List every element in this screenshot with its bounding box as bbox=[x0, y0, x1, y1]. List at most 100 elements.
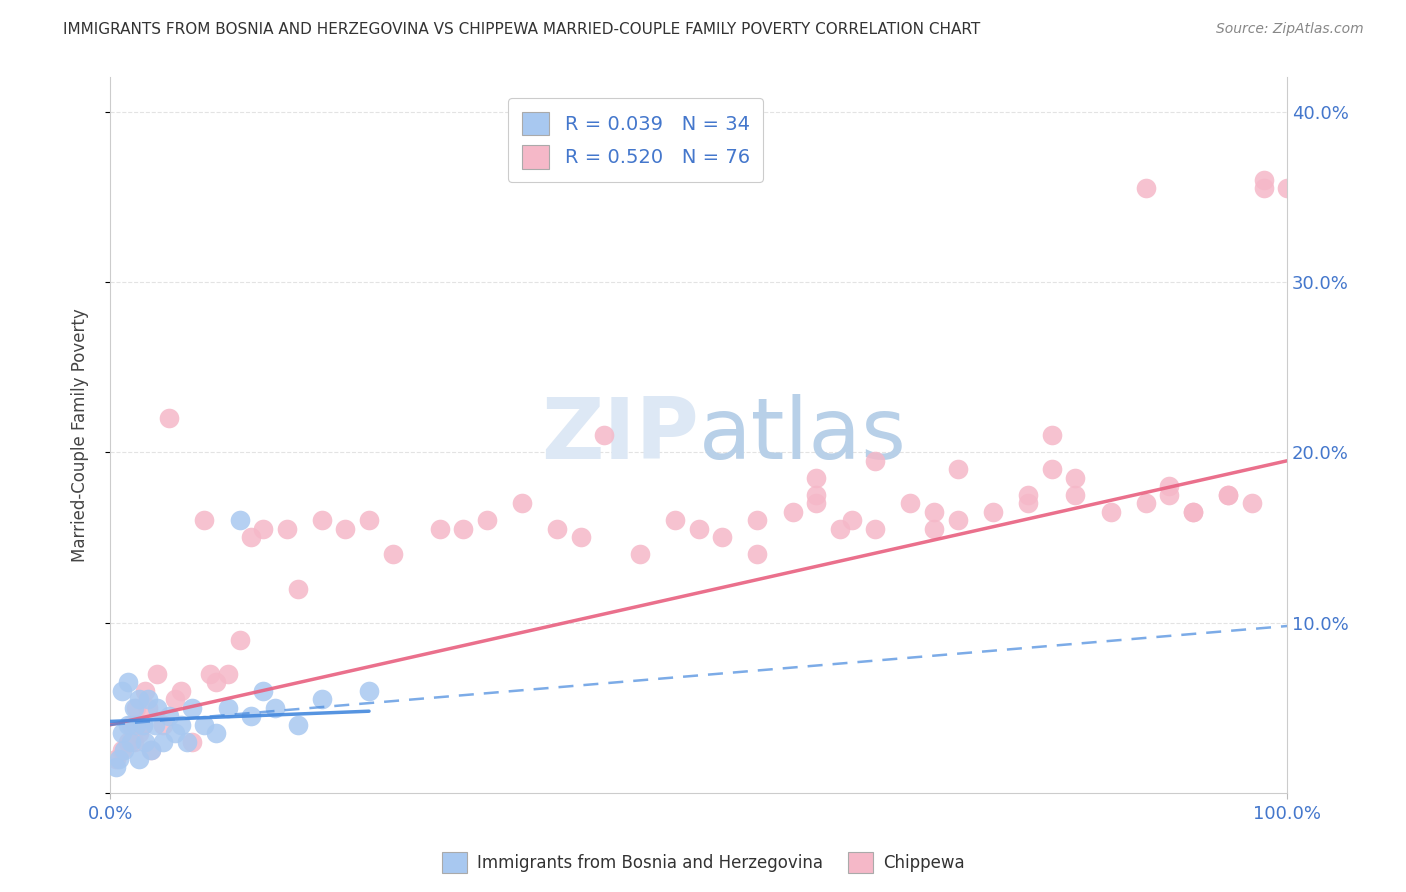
Point bbox=[1040, 462, 1063, 476]
Point bbox=[240, 530, 263, 544]
Point bbox=[111, 743, 134, 757]
Point bbox=[357, 513, 380, 527]
Point bbox=[117, 735, 139, 749]
Point bbox=[141, 743, 163, 757]
Point bbox=[287, 582, 309, 596]
Point bbox=[117, 675, 139, 690]
Point bbox=[108, 752, 131, 766]
Point bbox=[263, 700, 285, 714]
Point bbox=[128, 692, 150, 706]
Point bbox=[134, 683, 156, 698]
Point bbox=[688, 522, 710, 536]
Point bbox=[146, 666, 169, 681]
Point bbox=[863, 522, 886, 536]
Point bbox=[170, 718, 193, 732]
Point bbox=[946, 513, 969, 527]
Point bbox=[193, 513, 215, 527]
Point bbox=[841, 513, 863, 527]
Point bbox=[1159, 488, 1181, 502]
Point bbox=[806, 471, 828, 485]
Point bbox=[111, 683, 134, 698]
Point bbox=[252, 522, 274, 536]
Point bbox=[205, 675, 228, 690]
Point bbox=[863, 454, 886, 468]
Point bbox=[475, 513, 498, 527]
Point bbox=[357, 683, 380, 698]
Point bbox=[163, 726, 186, 740]
Text: atlas: atlas bbox=[699, 393, 907, 476]
Point bbox=[198, 666, 221, 681]
Point bbox=[104, 752, 127, 766]
Point bbox=[806, 488, 828, 502]
Point bbox=[125, 700, 148, 714]
Point bbox=[132, 718, 155, 732]
Point bbox=[981, 505, 1004, 519]
Point bbox=[117, 718, 139, 732]
Point bbox=[946, 462, 969, 476]
Point bbox=[1017, 488, 1039, 502]
Point bbox=[146, 700, 169, 714]
Point bbox=[136, 700, 159, 714]
Point bbox=[546, 522, 568, 536]
Point bbox=[122, 735, 145, 749]
Point bbox=[747, 513, 769, 527]
Point bbox=[205, 726, 228, 740]
Point bbox=[228, 513, 250, 527]
Point bbox=[122, 700, 145, 714]
Text: Source: ZipAtlas.com: Source: ZipAtlas.com bbox=[1216, 22, 1364, 37]
Point bbox=[132, 718, 155, 732]
Point bbox=[1017, 496, 1039, 510]
Point bbox=[176, 735, 198, 749]
Point bbox=[664, 513, 686, 527]
Point bbox=[569, 530, 592, 544]
Point bbox=[112, 743, 135, 757]
Point bbox=[120, 718, 142, 732]
Point bbox=[1181, 505, 1204, 519]
Point bbox=[922, 505, 945, 519]
Point bbox=[1135, 496, 1157, 510]
Point bbox=[157, 411, 180, 425]
Point bbox=[782, 505, 804, 519]
Point bbox=[1253, 172, 1275, 186]
Point bbox=[120, 735, 142, 749]
Point bbox=[451, 522, 474, 536]
Point bbox=[111, 726, 134, 740]
Point bbox=[1253, 181, 1275, 195]
Point bbox=[1275, 181, 1298, 195]
Point bbox=[311, 692, 333, 706]
Y-axis label: Married-Couple Family Poverty: Married-Couple Family Poverty bbox=[72, 309, 89, 562]
Point bbox=[1040, 428, 1063, 442]
Point bbox=[335, 522, 357, 536]
Point bbox=[1064, 488, 1087, 502]
Text: ZIP: ZIP bbox=[541, 393, 699, 476]
Point bbox=[1240, 496, 1263, 510]
Point bbox=[134, 735, 156, 749]
Point bbox=[747, 548, 769, 562]
Point bbox=[217, 666, 239, 681]
Point bbox=[217, 700, 239, 714]
Point bbox=[1135, 181, 1157, 195]
Point bbox=[240, 709, 263, 723]
Point bbox=[287, 718, 309, 732]
Point bbox=[311, 513, 333, 527]
Point bbox=[1159, 479, 1181, 493]
Point bbox=[141, 743, 163, 757]
Text: IMMIGRANTS FROM BOSNIA AND HERZEGOVINA VS CHIPPEWA MARRIED-COUPLE FAMILY POVERTY: IMMIGRANTS FROM BOSNIA AND HERZEGOVINA V… bbox=[63, 22, 980, 37]
Point bbox=[429, 522, 451, 536]
Point bbox=[276, 522, 298, 536]
Point bbox=[228, 632, 250, 647]
Point bbox=[1181, 505, 1204, 519]
Point bbox=[510, 496, 533, 510]
Legend: Immigrants from Bosnia and Herzegovina, Chippewa: Immigrants from Bosnia and Herzegovina, … bbox=[434, 846, 972, 880]
Point bbox=[128, 752, 150, 766]
Point bbox=[193, 718, 215, 732]
Point bbox=[152, 718, 174, 732]
Point bbox=[900, 496, 922, 510]
Point bbox=[1218, 488, 1240, 502]
Point bbox=[828, 522, 851, 536]
Point bbox=[711, 530, 734, 544]
Point bbox=[104, 760, 127, 774]
Legend: R = 0.039   N = 34, R = 0.520   N = 76: R = 0.039 N = 34, R = 0.520 N = 76 bbox=[508, 98, 763, 182]
Point bbox=[125, 718, 148, 732]
Point bbox=[628, 548, 651, 562]
